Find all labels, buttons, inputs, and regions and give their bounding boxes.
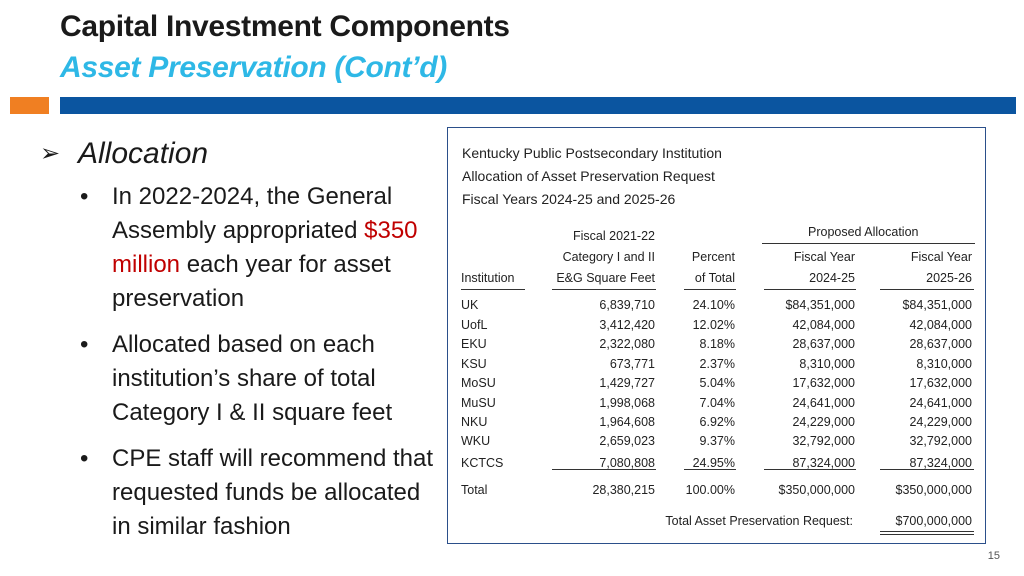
total-request-value: $700,000,000 <box>895 514 972 528</box>
row-institution: MoSU <box>461 376 496 390</box>
request-double-rule-top <box>880 531 974 532</box>
table-title-3: Fiscal Years 2024-25 and 2025-26 <box>462 191 676 207</box>
row-institution: UofL <box>461 318 488 332</box>
row-fy1: 8,310,000 <box>799 357 855 371</box>
bullet-dot-icon: • <box>80 331 89 358</box>
bullet-1-text-end: each year for asset preservation <box>112 251 391 312</box>
allocation-heading: ➢ Allocation <box>40 134 440 174</box>
row-institution: NKU <box>461 415 488 429</box>
row-institution: KSU <box>461 357 487 371</box>
allocation-section: ➢ Allocation • In 2022-2024, the General… <box>40 134 440 544</box>
total-label: Total <box>461 483 488 497</box>
row-sqft: 673,771 <box>609 357 655 371</box>
header-rule-institution <box>461 289 525 290</box>
col-header-percent: Percent <box>691 250 735 264</box>
row-percent: 6.92% <box>699 415 735 429</box>
row-percent: 24.10% <box>692 298 735 312</box>
row-percent: 8.18% <box>699 337 735 351</box>
total-sqft: 28,380,215 <box>592 483 655 497</box>
col-header-oftotal: of Total <box>694 271 735 285</box>
row-fy1: 17,632,000 <box>792 376 855 390</box>
bullet-cpe-recommendation: • CPE staff will recommend that requeste… <box>40 442 440 544</box>
col-header-eg: E&G Square Feet <box>556 271 655 285</box>
row-sqft: 7,080,808 <box>599 456 655 470</box>
row-fy1: 28,637,000 <box>792 337 855 351</box>
page-number: 15 <box>987 550 1000 562</box>
row-sqft: 1,429,727 <box>599 376 655 390</box>
bullet-dot-icon: • <box>80 445 89 472</box>
row-fy2: 28,637,000 <box>909 337 972 351</box>
proposed-header-rule <box>762 243 975 244</box>
arrow-bullet-icon: ➢ <box>40 140 61 167</box>
allocation-table-panel: Kentucky Public Postsecondary Institutio… <box>447 127 986 544</box>
header-rule-pct <box>684 289 736 290</box>
row-fy1: 42,084,000 <box>792 318 855 332</box>
bullet-appropriation: • In 2022-2024, the General Assembly app… <box>40 180 440 316</box>
row-fy2: 42,084,000 <box>909 318 972 332</box>
row-sqft: 3,412,420 <box>599 318 655 332</box>
table-title-2: Allocation of Asset Preservation Request <box>462 168 715 184</box>
bullet-1-text-start: In 2022-2024, the General Assembly appro… <box>112 183 393 244</box>
row-percent: 24.95% <box>692 456 735 470</box>
col-header-2425: 2024-25 <box>809 271 855 285</box>
total-rule-pct <box>684 469 736 470</box>
total-rule-fy2 <box>880 469 974 470</box>
col-header-fy1: Fiscal Year <box>793 250 855 264</box>
total-pct: 100.00% <box>685 483 735 497</box>
row-institution: WKU <box>461 434 491 448</box>
col-header-fiscal2122: Fiscal 2021-22 <box>573 229 655 243</box>
col-header-category: Category I and II <box>562 250 655 264</box>
total-request-label: Total Asset Preservation Request: <box>665 514 853 528</box>
row-sqft: 1,964,608 <box>599 415 655 429</box>
row-percent: 5.04% <box>699 376 735 390</box>
row-institution: UK <box>461 298 479 312</box>
proposed-allocation-header: Proposed Allocation <box>808 225 919 239</box>
col-header-fy2: Fiscal Year <box>910 250 972 264</box>
row-percent: 9.37% <box>699 434 735 448</box>
row-fy1: 87,324,000 <box>792 456 855 470</box>
accent-bar-orange <box>10 97 49 114</box>
header-rule-eg <box>552 289 656 290</box>
bullet-3-text: CPE staff will recommend that requested … <box>112 445 434 540</box>
row-institution: KCTCS <box>461 456 504 470</box>
allocation-heading-text: Allocation <box>78 137 209 170</box>
row-fy1: 24,641,000 <box>792 396 855 410</box>
row-fy2: 87,324,000 <box>909 456 972 470</box>
row-sqft: 2,659,023 <box>599 434 655 448</box>
row-fy1: 24,229,000 <box>792 415 855 429</box>
row-institution: EKU <box>461 337 487 351</box>
row-fy2: 17,632,000 <box>909 376 972 390</box>
row-fy2: 24,229,000 <box>909 415 972 429</box>
row-sqft: 6,839,710 <box>599 298 655 312</box>
bullet-1-amount: $350 million <box>112 217 418 278</box>
row-fy2: 8,310,000 <box>916 357 972 371</box>
row-institution: MuSU <box>461 396 496 410</box>
total-fy1: $350,000,000 <box>778 483 855 497</box>
row-fy1: $84,351,000 <box>785 298 855 312</box>
table-title-1: Kentucky Public Postsecondary Institutio… <box>462 145 722 161</box>
bullet-allocation-basis: • Allocated based on each institution’s … <box>40 328 440 430</box>
row-sqft: 1,998,068 <box>599 396 655 410</box>
header-rule-fy1 <box>764 289 856 290</box>
total-fy2: $350,000,000 <box>895 483 972 497</box>
row-fy2: $84,351,000 <box>902 298 972 312</box>
row-sqft: 2,322,080 <box>599 337 655 351</box>
request-double-rule-bottom <box>880 534 974 535</box>
total-rule-eg <box>552 469 656 470</box>
row-fy2: 24,641,000 <box>909 396 972 410</box>
bullet-dot-icon: • <box>80 183 89 210</box>
row-fy1: 32,792,000 <box>792 434 855 448</box>
row-percent: 12.02% <box>692 318 735 332</box>
col-header-2526: 2025-26 <box>926 271 972 285</box>
row-fy2: 32,792,000 <box>909 434 972 448</box>
accent-bar-blue <box>60 97 1016 114</box>
slide-title: Capital Investment Components <box>60 10 510 43</box>
total-rule-fy1 <box>764 469 856 470</box>
bullet-2-text: Allocated based on each institution’s sh… <box>112 331 393 426</box>
row-percent: 2.37% <box>699 357 735 371</box>
row-percent: 7.04% <box>699 396 735 410</box>
slide-subtitle: Asset Preservation (Cont’d) <box>60 51 447 84</box>
col-header-institution: Institution <box>461 271 515 285</box>
header-rule-fy2 <box>880 289 974 290</box>
